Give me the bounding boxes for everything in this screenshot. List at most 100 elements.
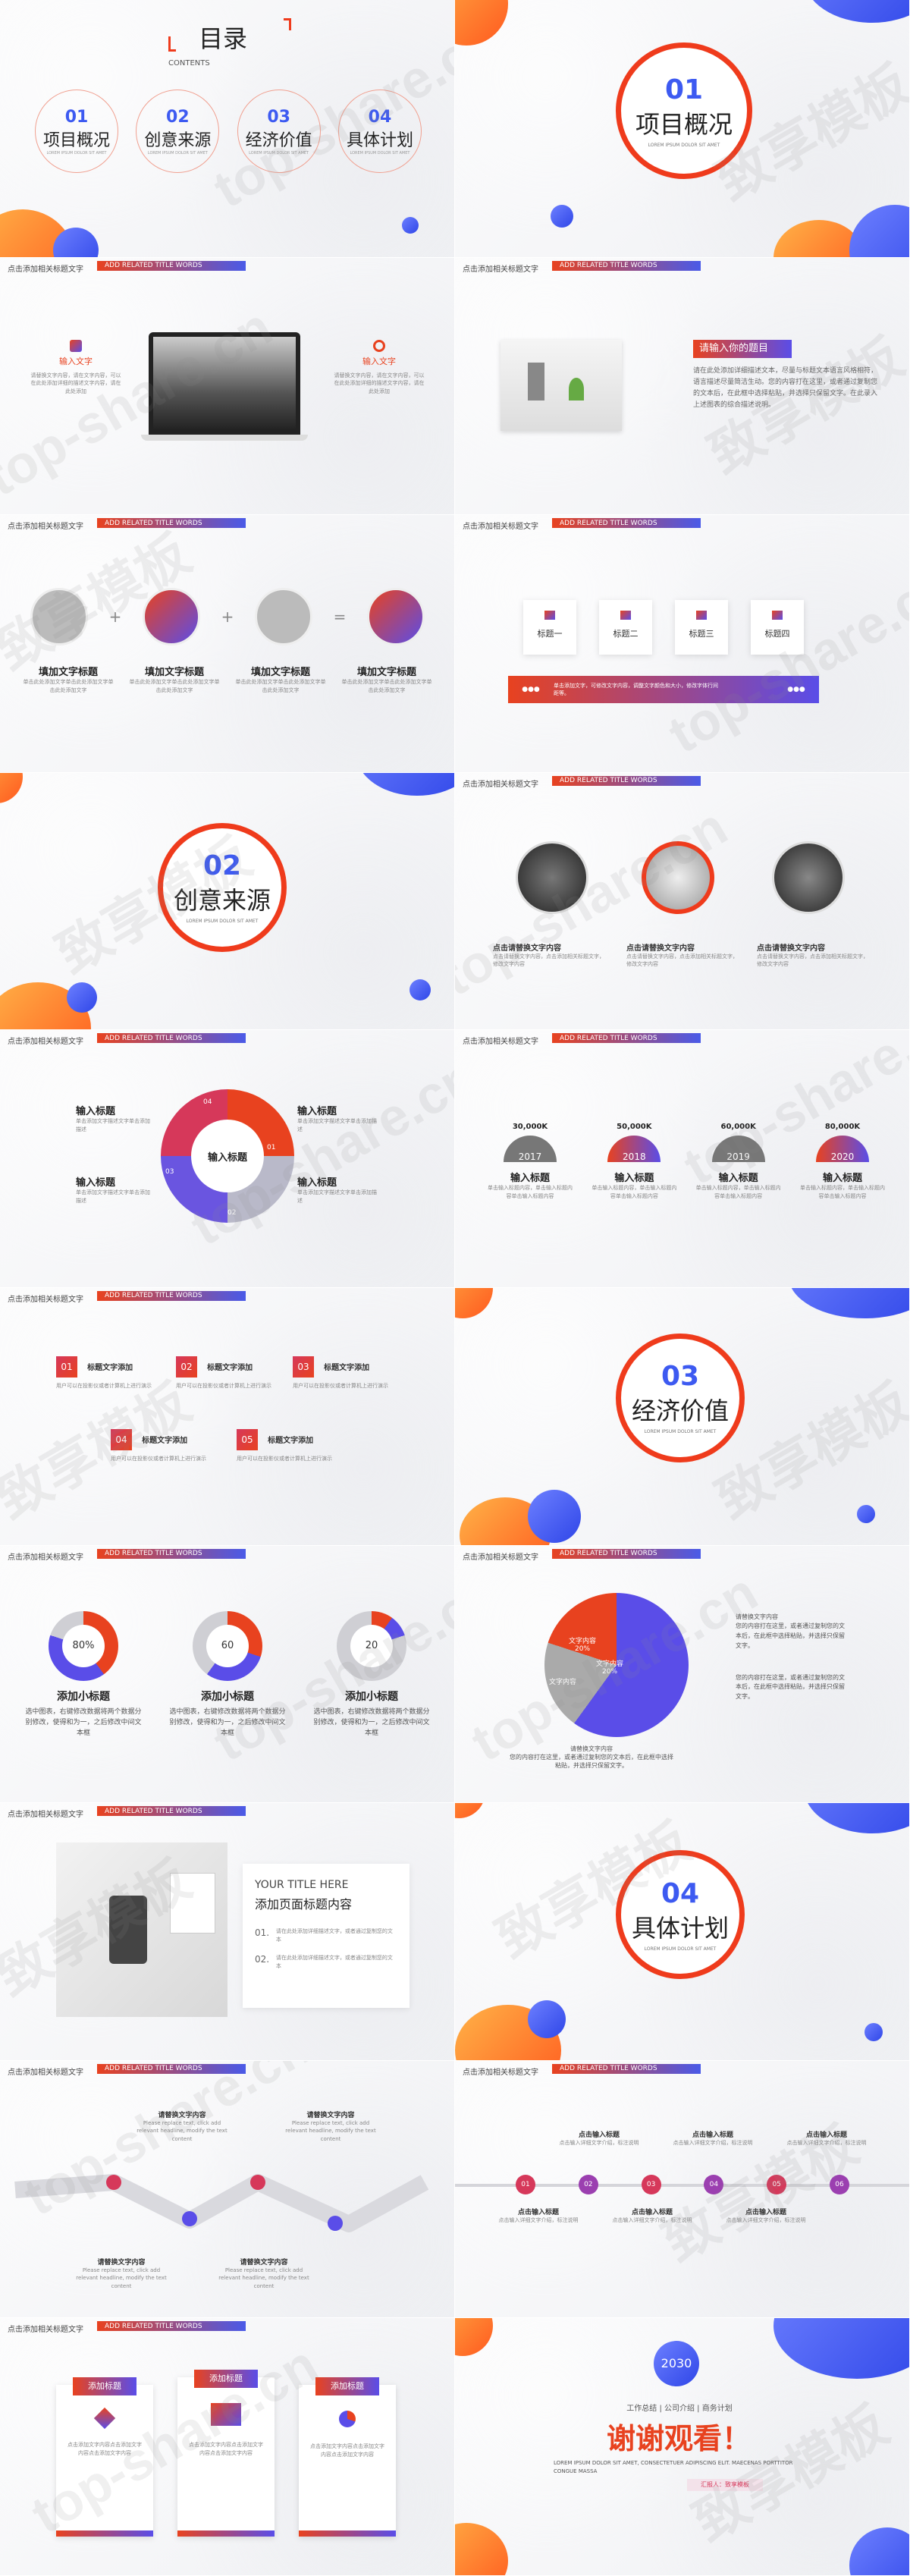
timeline-node[interactable]: 01 xyxy=(516,2174,535,2194)
toc-item-number: 03 xyxy=(267,107,290,127)
year-item-2[interactable]: 50,000K 2018 输入标题 单击输入标题内容，单击输入标题内容单击输入标… xyxy=(592,1123,677,1199)
slide-years[interactable]: 点击添加相关标题文字 ADD RELATED TITLE WORDS 30,00… xyxy=(455,1030,910,1288)
header-left: 点击添加相关标题文字 xyxy=(8,1295,83,1304)
slide-laptop[interactable]: 点击添加相关标题文字 ADD RELATED TITLE WORDS 输入文字 … xyxy=(0,257,455,516)
slide-pie[interactable]: 点击添加相关标题文字 ADD RELATED TITLE WORDS 文字内容 2… xyxy=(455,1545,910,1804)
zig-node-3[interactable] xyxy=(250,2174,265,2190)
half-circle: 2020 xyxy=(815,1136,869,1163)
header-left: 点击添加相关标题文字 xyxy=(8,2068,83,2077)
toc-item-number: 02 xyxy=(166,107,190,127)
half-circle: 2019 xyxy=(711,1136,765,1163)
slide-thanks[interactable]: 2030 工作总结 | 公司介绍 | 商务计划 谢谢观看！ LOREM IPSU… xyxy=(455,2318,910,2576)
list-item-2[interactable]: 02 标题文字添加 用户可以在投影仪或者计算机上进行演示 xyxy=(176,1356,290,1390)
decor-blue-dot xyxy=(857,1504,875,1523)
cycle-label-tr: 输入标题 单击添加文字描述文字单击添加描述 xyxy=(297,1106,377,1132)
text-block-left: 输入文字 请替换文字内容，请在文字内容，可以在此处添加详细的描述文字内容，请在此… xyxy=(30,339,121,396)
info-card-2[interactable]: 添加标题 点击添加文字内容点击添加文字内容点击添加文字内容 xyxy=(177,2370,275,2537)
toc-item-2[interactable]: 02 创意来源 LOREM IPSUM DOLOR SIT AMET xyxy=(136,90,220,173)
card-1[interactable]: 标题一 xyxy=(523,600,576,655)
card-icon xyxy=(696,611,707,620)
slide-intro-text[interactable]: 点击添加相关标题文字 ADD RELATED TITLE WORDS 请输入你的… xyxy=(455,257,910,516)
slide-phone-photo[interactable]: 点击添加相关标题文字 ADD RELATED TITLE WORDS YOUR … xyxy=(0,1803,455,2061)
slide-section-01[interactable]: 01 项目概况 LOREM IPSUM DOLOR SIT AMET 致享模板 xyxy=(455,0,910,258)
header-left: 点击添加相关标题文字 xyxy=(463,1553,538,1562)
header-right: ADD RELATED TITLE WORDS xyxy=(97,2321,246,2332)
timeline-nodes: 01 02 03 04 05 06 xyxy=(516,2174,849,2194)
section-subtitle: LOREM IPSUM DOLOR SIT AMET xyxy=(644,1429,717,1435)
card-3[interactable]: 标题三 xyxy=(675,600,728,655)
header-right: ADD RELATED TITLE WORDS xyxy=(97,518,246,529)
card-4[interactable]: 标题四 xyxy=(751,600,804,655)
card-2[interactable]: 标题二 xyxy=(599,600,652,655)
slide-zigzag[interactable]: 点击添加相关标题文字 ADD RELATED TITLE WORDS 请替换文字… xyxy=(0,2060,455,2319)
pie-label-1: 文字内容 20% xyxy=(569,1637,597,1653)
year-row: 30,000K 2017 输入标题 单击输入标题内容，单击输入标题内容单击输入标… xyxy=(485,1123,887,1200)
header-left: 点击添加相关标题文字 xyxy=(8,1038,83,1047)
list-item-3[interactable]: 03 标题文字添加 用户可以在投影仪或者计算机上进行演示 xyxy=(293,1356,406,1390)
donut-item-1[interactable]: 80% 添加小标题 选中图表，右键修改数据将两个数据分别修改，使得和为一，之后修… xyxy=(23,1610,144,1739)
pie-caption: 请替换文字内容 您的内容打在这里，或者通过复制您的文本后，在此框中选择粘贴，并选… xyxy=(510,1745,673,1769)
location-icon xyxy=(30,588,88,646)
toc-items: 01 项目概况 LOREM IPSUM DOLOR SIT AMET 02 创意… xyxy=(35,90,422,173)
left-text: 请替换文字内容，请在文字内容，可以在此处添加详细的描述文字内容，请在此处添加 xyxy=(30,372,121,394)
half-circle: 2018 xyxy=(607,1136,661,1163)
slide-section-03[interactable]: 03 经济价值 LOREM IPSUM DOLOR SIT AMET 致享模板 xyxy=(455,1287,910,1546)
donut-item-3[interactable]: 20 添加小标题 选中图表，右键修改数据将两个数据分别修改，使得和为一，之后修改… xyxy=(311,1610,432,1739)
timeline-node[interactable]: 05 xyxy=(767,2174,787,2194)
section-ring: 01 项目概况 LOREM IPSUM DOLOR SIT AMET xyxy=(616,42,752,179)
slide-cycle[interactable]: 点击添加相关标题文字 ADD RELATED TITLE WORDS 输入标题 … xyxy=(0,1030,455,1288)
header-right: ADD RELATED TITLE WORDS xyxy=(552,1033,701,1044)
slide-cards[interactable]: 点击添加相关标题文字 ADD RELATED TITLE WORDS 标题一 标… xyxy=(455,515,910,773)
info-card-3[interactable]: 添加标题 点击添加文字内容点击添加文字内容点击添加文字内容 xyxy=(299,2377,396,2537)
zig-node-4[interactable] xyxy=(328,2215,343,2231)
zig-node-1[interactable] xyxy=(106,2174,121,2190)
timeline-node[interactable]: 04 xyxy=(704,2174,724,2194)
step-2[interactable] xyxy=(135,588,208,646)
toc-item-label: 经济价值 xyxy=(245,130,312,150)
section-ring: 03 经济价值 LOREM IPSUM DOLOR SIT AMET xyxy=(616,1333,745,1462)
slide-three-cards[interactable]: 点击添加相关标题文字 ADD RELATED TITLE WORDS 添加标题 … xyxy=(0,2318,455,2576)
toc-item-3[interactable]: 03 经济价值 LOREM IPSUM DOLOR SIT AMET xyxy=(237,90,321,173)
slide-process[interactable]: 点击添加相关标题文字 ADD RELATED TITLE WORDS + + =… xyxy=(0,515,455,773)
topic-text: 请在此处添加详细描述文本，尽量与标题文本语言风格相符，语言描述尽量简洁生动。您的… xyxy=(693,366,878,410)
step-4[interactable] xyxy=(359,588,432,646)
process-labels: 填加文字标题 单击此处添加文字单击此处添加文字单击此处添加文字 填加文字标题 单击此… xyxy=(23,667,432,693)
zig-node-2[interactable] xyxy=(182,2210,197,2226)
timeline-node[interactable]: 02 xyxy=(578,2174,598,2194)
year-item-1[interactable]: 30,000K 2017 输入标题 单击输入标题内容，单击输入标题内容单击输入标… xyxy=(488,1123,573,1199)
slide-donuts[interactable]: 点击添加相关标题文字 ADD RELATED TITLE WORDS 80% 添… xyxy=(0,1545,455,1804)
mail-icon xyxy=(142,588,200,646)
cycle-num-02: 02 xyxy=(228,1209,237,1217)
cycle-num-01: 01 xyxy=(267,1144,276,1152)
year-item-4[interactable]: 80,000K 2020 输入标题 单击输入标题内容，单击输入标题内容单击输入标… xyxy=(799,1123,885,1199)
list-item-5[interactable]: 05 标题文字添加 用户可以在投影仪或者计算机上进行演示 xyxy=(237,1428,350,1463)
timeline-node[interactable]: 03 xyxy=(641,2174,661,2194)
slide-toc[interactable]: 目录 CONTENTS 01 项目概况 LOREM IPSUM DOLOR SI… xyxy=(0,0,455,258)
cycle-label-bl: 输入标题 单击添加文字描述文字单击添加描述 xyxy=(76,1177,150,1204)
info-text: 单击添加文字，可修改文字内容，调整文字颜色和大小，修改字体行间距等。 xyxy=(554,683,718,697)
slide-section-02[interactable]: 02 创意来源 LOREM IPSUM DOLOR SIT AMET 致享模板 xyxy=(0,772,455,1031)
header-right: ADD RELATED TITLE WORDS xyxy=(97,1548,246,1559)
zig-text-4: 请替换文字内容 Please replace text, click add r… xyxy=(218,2258,309,2289)
donut-chart: 60 xyxy=(193,1610,262,1681)
year-item-3[interactable]: 60,000K 2019 输入标题 单击输入标题内容，单击输入标题内容单击输入标… xyxy=(695,1123,781,1199)
cycle-label-br: 输入标题 单击添加文字描述文字单击添加描述 xyxy=(297,1177,377,1204)
info-card-1[interactable]: 添加标题 点击添加文字内容点击添加文字内容点击添加文字内容 xyxy=(56,2377,153,2537)
header-left: 点击添加相关标题文字 xyxy=(463,265,538,274)
slide-three-photos[interactable]: 点击添加相关标题文字 ADD RELATED TITLE WORDS 点击请替换… xyxy=(455,772,910,1031)
toc-item-4[interactable]: 04 具体计划 LOREM IPSUM DOLOR SIT AMET xyxy=(337,90,422,173)
step-1[interactable] xyxy=(23,588,96,646)
year-badge: 2030 xyxy=(654,2341,699,2387)
slide-timeline[interactable]: 点击添加相关标题文字 ADD RELATED TITLE WORDS 01 02… xyxy=(455,2060,910,2319)
list-item-1[interactable]: 01 标题文字添加 用户可以在投影仪或者计算机上进行演示 xyxy=(56,1356,170,1390)
slide-section-04[interactable]: 04 具体计划 LOREM IPSUM DOLOR SIT AMET 致享模板 xyxy=(455,1803,910,2061)
slide-numbered-list[interactable]: 点击添加相关标题文字 ADD RELATED TITLE WORDS 01 标题… xyxy=(0,1287,455,1546)
donut-row: 80% 添加小标题 选中图表，右键修改数据将两个数据分别修改，使得和为一，之后修… xyxy=(23,1610,432,1739)
timeline-node[interactable]: 06 xyxy=(829,2174,849,2194)
step-3[interactable] xyxy=(247,588,320,646)
toc-item-1[interactable]: 01 项目概况 LOREM IPSUM DOLOR SIT AMET xyxy=(35,90,118,173)
donut-item-2[interactable]: 60 添加小标题 选中图表，右键修改数据将两个数据分别修改，使得和为一，之后修改… xyxy=(167,1610,288,1739)
header-right: ADD RELATED TITLE WORDS xyxy=(552,1548,701,1559)
thanks-nav: 工作总结 | 公司介绍 | 商务计划 xyxy=(626,2405,733,2414)
list-item-4[interactable]: 04 标题文字添加 用户可以在投影仪或者计算机上进行演示 xyxy=(111,1428,224,1463)
